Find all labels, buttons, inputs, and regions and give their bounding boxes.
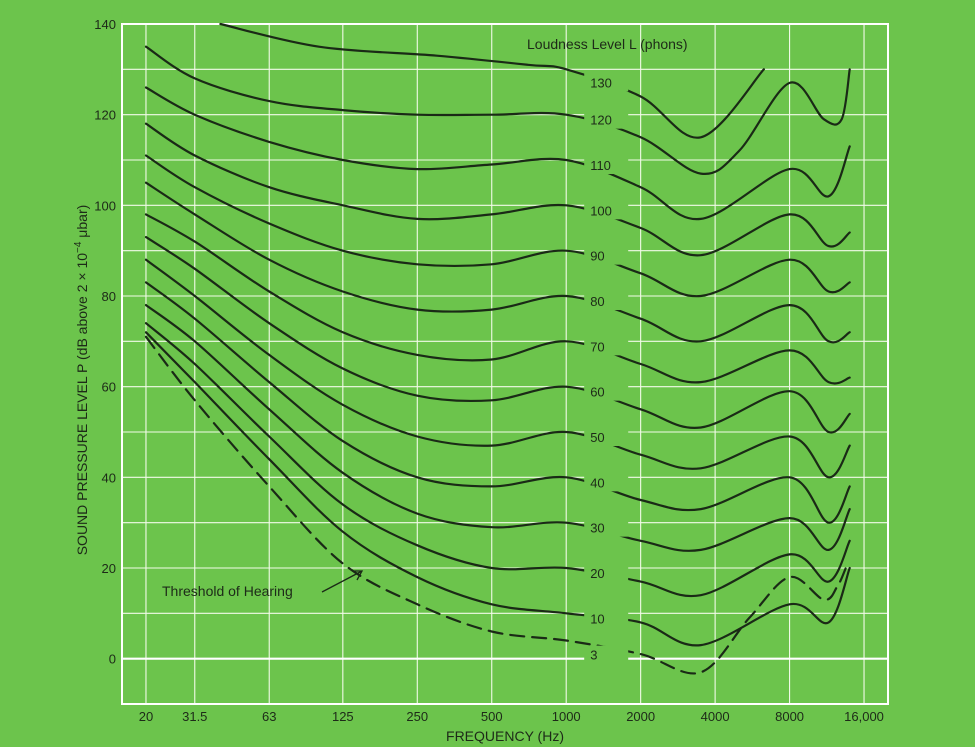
loudness-curve-10 — [144, 331, 851, 647]
curve-label-100: 100 — [590, 203, 612, 218]
y-axis-title: SOUND PRESSURE LEVEL P (dB above 2 × 10−… — [73, 205, 90, 556]
threshold-annotation-text: Threshold of Hearing — [162, 583, 293, 599]
curve-label-backdrop — [584, 292, 629, 310]
curve-label-backdrop — [584, 156, 629, 174]
curve-label-backdrop — [584, 201, 629, 220]
curve-label-backdrop — [584, 382, 629, 401]
y-tick-label: 40 — [102, 470, 116, 485]
x-tick-label: 20 — [139, 709, 153, 724]
curve-label-90: 90 — [590, 249, 604, 264]
x-tick-label: 500 — [481, 709, 503, 724]
x-axis-title: FREQUENCY (Hz) — [446, 728, 564, 744]
curve-label-3: 3 — [590, 648, 597, 663]
curve-label-60: 60 — [590, 385, 604, 400]
curve-label-50: 50 — [590, 430, 604, 445]
curve-label-20: 20 — [590, 566, 604, 581]
curve-label-backdrop — [584, 473, 629, 492]
x-tick-label: 125 — [332, 709, 354, 724]
y-tick-label: 20 — [102, 561, 116, 576]
curve-label-120: 120 — [590, 113, 612, 128]
y-tick-label: 60 — [102, 380, 116, 395]
loudness-curve-20 — [144, 322, 851, 598]
curve-label-40: 40 — [590, 475, 604, 490]
curves — [144, 22, 851, 675]
curve-label-70: 70 — [590, 339, 604, 354]
curve-label-backdrop — [584, 518, 629, 537]
loudness-curve-70 — [144, 213, 851, 385]
y-tick-label: 80 — [102, 289, 116, 304]
x-tick-label: 16,000 — [844, 709, 884, 724]
curve-label-30: 30 — [590, 521, 604, 536]
y-tick-label: 120 — [94, 108, 116, 123]
y-axis-title-part-1: SOUND PRESSURE LEVEL P (dB above 2 × 10 — [74, 253, 90, 556]
threshold-annotation-arrowhead — [352, 570, 364, 581]
loudness-curve-50 — [144, 258, 851, 479]
curve-label-backdrop — [584, 645, 629, 664]
curve-label-110: 110 — [590, 158, 611, 173]
x-tick-label: 31.5 — [182, 709, 207, 724]
threshold-annotation-pointer — [321, 570, 363, 593]
loudness-curve-60 — [144, 236, 851, 434]
x-tick-label: 4000 — [701, 709, 730, 724]
y-axis-title-part-2: μbar) — [74, 205, 90, 242]
curve-labels: 130 120 110 100 90 80 70 60 50 40 30 20 10 3 — [584, 73, 629, 664]
x-tick-label: 63 — [262, 709, 276, 724]
x-tick-label: 2000 — [626, 709, 655, 724]
curve-label-backdrop — [584, 564, 629, 582]
grid — [121, 23, 889, 705]
curve-label-backdrop — [584, 73, 629, 92]
x-tick-label: 250 — [406, 709, 428, 724]
loudness-curve-100 — [144, 122, 851, 257]
curve-label-backdrop — [584, 428, 629, 446]
loudness-curve-30 — [144, 304, 851, 552]
loudness-curve-110 — [144, 86, 851, 221]
y-tick-label: 100 — [94, 198, 116, 213]
loudness-curve-130 — [219, 22, 765, 139]
x-tick-label: 1000 — [552, 709, 581, 724]
curve-label-backdrop — [584, 337, 629, 356]
loudness-curve-80 — [144, 181, 851, 344]
loudness-curve-40 — [144, 281, 851, 524]
curve-label-80: 80 — [590, 294, 604, 309]
x-tick-label: 8000 — [775, 709, 804, 724]
curve-label-backdrop — [584, 110, 629, 129]
threshold-annotation: Threshold of Hearing — [162, 570, 364, 599]
y-axis-title-superscript: −4 — [73, 241, 84, 253]
loudness-curve-3 — [144, 335, 847, 675]
curve-label-130: 130 — [590, 75, 612, 90]
curve-label-backdrop — [584, 246, 629, 265]
curve-label-backdrop — [584, 609, 629, 628]
axes: 20 31.5 63 125 250 500 1000 2000 4000 8000 16,000 0… — [94, 17, 884, 724]
loudness-curve-120 — [144, 45, 851, 176]
curve-label-10: 10 — [590, 611, 604, 626]
plot-frame — [121, 23, 889, 705]
loudness-curve-90 — [144, 154, 851, 298]
y-tick-label: 0 — [109, 652, 116, 667]
legend-title: Loudness Level L (phons) — [527, 36, 688, 52]
y-tick-label: 140 — [94, 17, 116, 32]
